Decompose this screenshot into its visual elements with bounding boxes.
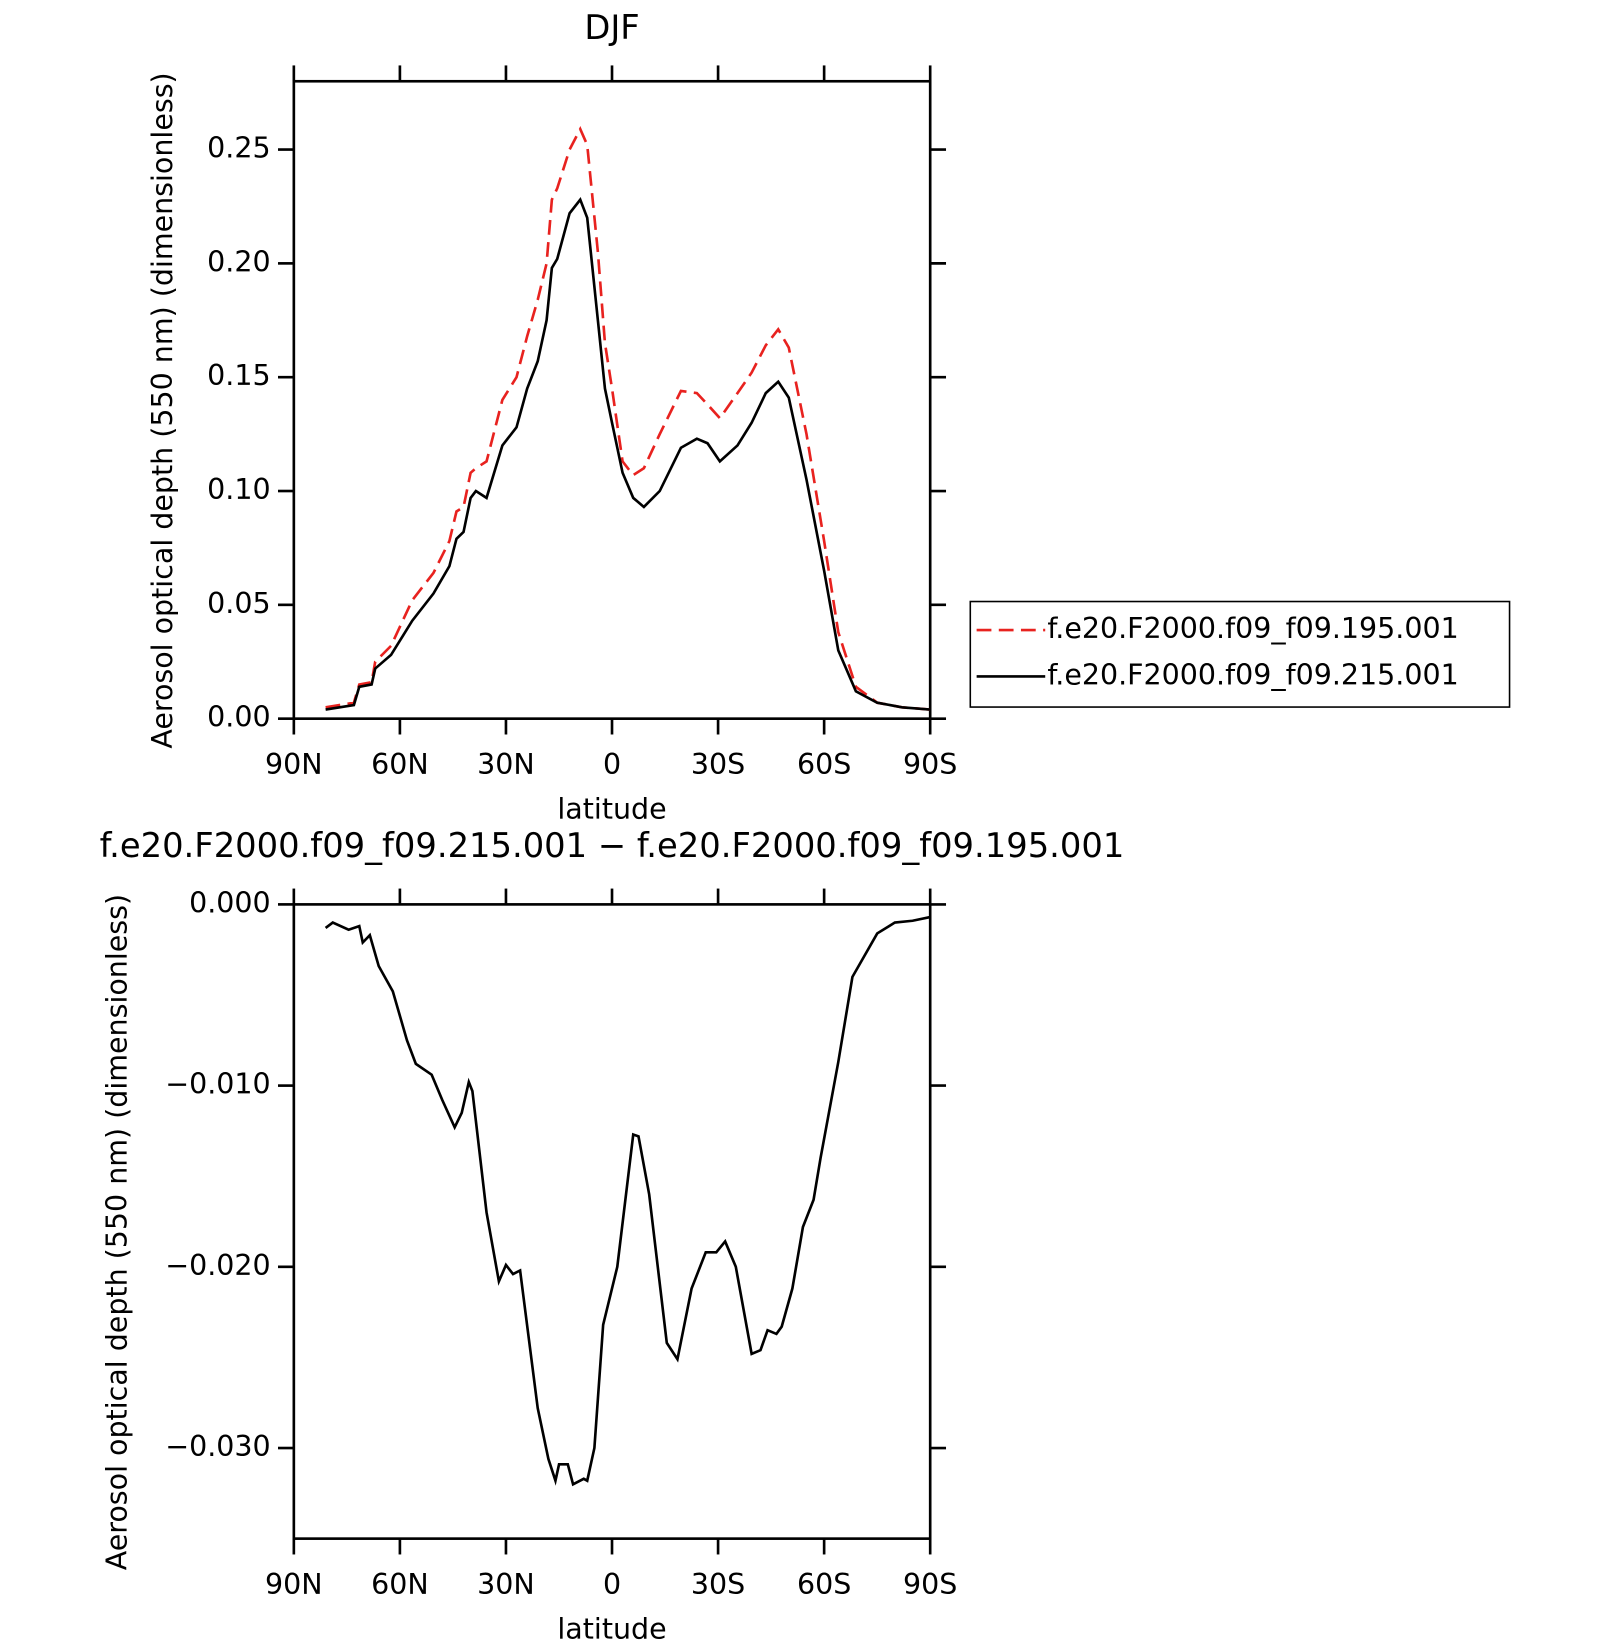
- x-axis-label: latitude: [557, 792, 666, 825]
- legend-label: f.e20.F2000.f09_f09.195.001: [1047, 612, 1458, 645]
- data-line: [325, 126, 931, 711]
- y-tick-label: 0.25: [207, 132, 270, 165]
- y-tick-label: 0.05: [207, 587, 270, 620]
- y-tick-label: 0.000: [189, 886, 271, 919]
- chart-title: f.e20.F2000.f09_f09.215.001 − f.e20.F200…: [100, 826, 1125, 865]
- x-tick-label: 30N: [477, 748, 535, 781]
- x-tick-label: 60S: [797, 1568, 851, 1601]
- x-tick-label: 30N: [477, 1568, 535, 1601]
- x-tick-label: 30S: [691, 1568, 745, 1601]
- y-tick-label: 0.20: [207, 245, 270, 278]
- chart-title: DJF: [584, 8, 639, 47]
- y-tick-label: 0.15: [207, 359, 270, 392]
- x-tick-label: 60S: [797, 748, 851, 781]
- x-axis-label: latitude: [557, 1612, 666, 1641]
- x-tick-label: 90S: [903, 748, 957, 781]
- plot-frame: [292, 903, 932, 1540]
- x-tick-label: 60N: [371, 1568, 429, 1601]
- y-tick-label: −0.030: [165, 1430, 270, 1463]
- x-tick-label: 30S: [691, 748, 745, 781]
- x-tick-label: 90S: [903, 1568, 957, 1601]
- x-tick-label: 90N: [265, 748, 323, 781]
- y-axis-label: Aerosol optical depth (550 nm) (dimensio…: [146, 72, 179, 748]
- x-tick-label: 60N: [371, 748, 429, 781]
- y-tick-label: −0.020: [165, 1249, 270, 1282]
- x-tick-label: 0: [603, 748, 621, 781]
- y-axis-label: Aerosol optical depth (550 nm) (dimensio…: [101, 894, 134, 1570]
- data-line: [324, 915, 931, 1487]
- x-tick-label: 0: [603, 1568, 621, 1601]
- legend-box: [969, 600, 1511, 708]
- y-tick-label: 0.00: [207, 701, 270, 734]
- y-tick-label: −0.010: [165, 1068, 270, 1101]
- data-line: [325, 197, 931, 711]
- legend-label: f.e20.F2000.f09_f09.215.001: [1047, 658, 1458, 691]
- x-tick-label: 90N: [265, 1568, 323, 1601]
- y-tick-label: 0.10: [207, 473, 270, 506]
